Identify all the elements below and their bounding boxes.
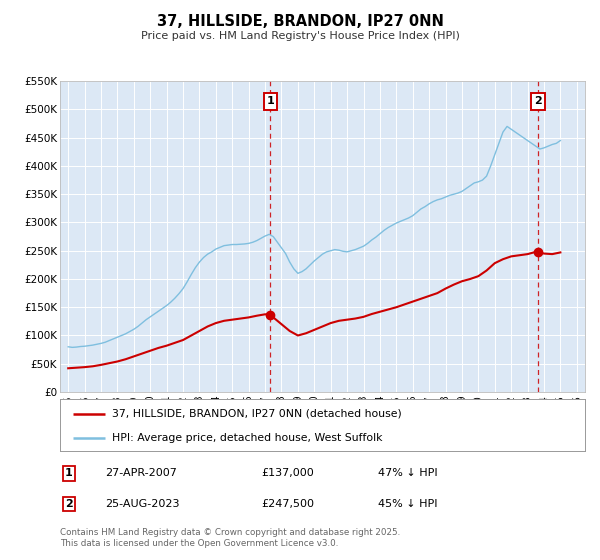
Text: Contains HM Land Registry data © Crown copyright and database right 2025.
This d: Contains HM Land Registry data © Crown c… — [60, 528, 400, 548]
Text: 37, HILLSIDE, BRANDON, IP27 0NN (detached house): 37, HILLSIDE, BRANDON, IP27 0NN (detache… — [113, 409, 402, 419]
Text: 37, HILLSIDE, BRANDON, IP27 0NN: 37, HILLSIDE, BRANDON, IP27 0NN — [157, 14, 443, 29]
Text: 47% ↓ HPI: 47% ↓ HPI — [378, 468, 437, 478]
Text: 25-AUG-2023: 25-AUG-2023 — [105, 499, 179, 509]
Text: Price paid vs. HM Land Registry's House Price Index (HPI): Price paid vs. HM Land Registry's House … — [140, 31, 460, 41]
Text: 2: 2 — [535, 96, 542, 106]
Text: 1: 1 — [266, 96, 274, 106]
Text: £137,000: £137,000 — [261, 468, 314, 478]
Text: 2: 2 — [65, 499, 73, 509]
Text: HPI: Average price, detached house, West Suffolk: HPI: Average price, detached house, West… — [113, 433, 383, 443]
Text: £247,500: £247,500 — [261, 499, 314, 509]
Text: 27-APR-2007: 27-APR-2007 — [105, 468, 177, 478]
Text: 1: 1 — [65, 468, 73, 478]
Text: 45% ↓ HPI: 45% ↓ HPI — [378, 499, 437, 509]
